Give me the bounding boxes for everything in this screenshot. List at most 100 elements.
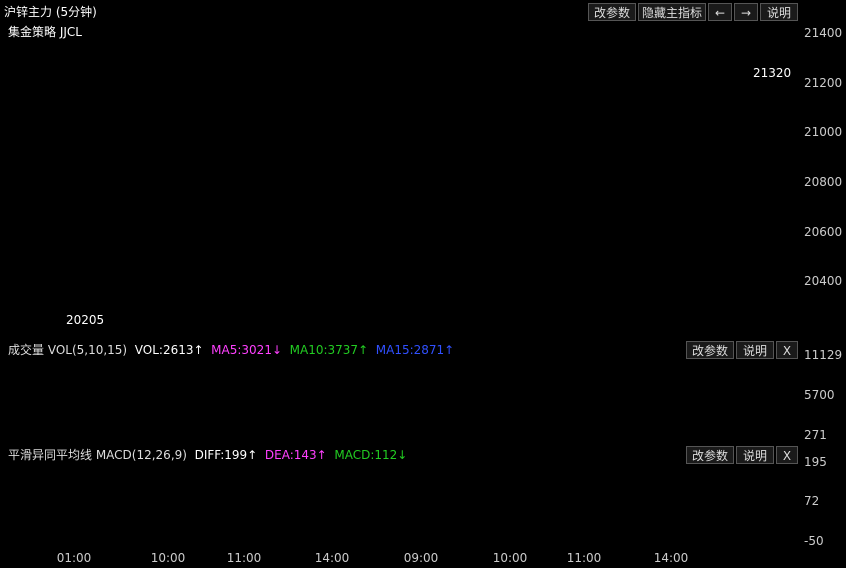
vol-ma15: MA15:2871↑ [375, 343, 455, 357]
volume-bar [6, 436, 14, 442]
volume-bar [702, 424, 710, 442]
macd-name: 平滑异同平均线 MACD(12,26,9) [8, 448, 187, 462]
candle-body [6, 318, 14, 321]
volume-bar [561, 427, 569, 442]
candle-body [397, 275, 405, 280]
x-tick-5: 10:00 [492, 551, 528, 565]
volume-bar [436, 358, 444, 442]
volume-bar [405, 430, 413, 442]
volume-bar [678, 424, 686, 442]
change-params-button[interactable]: 改参数 [588, 3, 636, 21]
candle-body [553, 86, 561, 96]
help-button[interactable]: 说明 [760, 3, 798, 21]
vol-tick-min: 271 [804, 428, 827, 442]
macd-help-button[interactable]: 说明 [736, 446, 774, 464]
macd-close-button[interactable]: X [776, 446, 798, 464]
volume-bar [624, 428, 632, 442]
candle-body [428, 258, 436, 267]
vol-ma5: MA5:3021↓ [211, 343, 283, 357]
volume-bar [69, 420, 77, 442]
arrow-left-icon[interactable]: ← [708, 3, 732, 21]
volume-bar [475, 426, 483, 442]
volume-bar [327, 426, 335, 442]
candle-body [225, 305, 233, 308]
volume-bar [420, 433, 428, 442]
candle-body [592, 79, 600, 84]
candle-body [186, 307, 194, 311]
volume-bar [592, 433, 600, 442]
candle-body [467, 116, 475, 137]
volume-bar [616, 432, 624, 442]
candle-body [561, 91, 569, 96]
candle-body [475, 116, 483, 127]
volume-bar [280, 428, 288, 442]
volume-bar [115, 435, 123, 442]
volume-bar [108, 428, 116, 442]
candle-body [420, 265, 428, 273]
candle-body [694, 74, 702, 81]
vol-value: VOL:2613↑ [134, 343, 204, 357]
volume-bar [233, 430, 241, 442]
volume-bar [287, 435, 295, 442]
y-tick-20600: 20600 [804, 225, 843, 239]
volume-bar [608, 436, 616, 442]
candle-body [460, 123, 468, 137]
volume-bar [686, 430, 694, 442]
volume-bar [483, 428, 491, 442]
volume-bar [733, 430, 741, 442]
vol-name: 成交量 VOL(5,10,15) [8, 343, 128, 357]
volume-bar [303, 427, 311, 442]
volume-bar [178, 436, 186, 442]
vol-tick-mid: 5700 [804, 388, 835, 402]
candle-body [256, 298, 264, 302]
candle-body [272, 294, 280, 297]
volume-bar [546, 435, 554, 442]
volume-bar [522, 436, 530, 442]
volume-bar [100, 432, 108, 442]
candle-body [248, 300, 256, 306]
candle-body [702, 69, 710, 76]
candle-body [14, 317, 22, 320]
volume-bar [671, 426, 679, 442]
arrow-right-icon[interactable]: → [734, 3, 758, 21]
vol-params-button[interactable]: 改参数 [686, 341, 734, 359]
y-tick-21000: 21000 [804, 125, 843, 139]
volume-bar [444, 418, 452, 442]
volume-bar [45, 427, 53, 442]
volume-bar [14, 432, 22, 442]
volume-bar [718, 427, 726, 442]
volume-bar [452, 420, 460, 442]
macd-value: MACD:112↓ [334, 448, 408, 462]
macd-tick-min: -50 [804, 534, 824, 548]
volume-bar [139, 434, 147, 442]
candle-body [530, 77, 538, 84]
volume-bar [342, 429, 350, 442]
candle-body [311, 283, 319, 287]
vol-close-button[interactable]: X [776, 341, 798, 359]
volume-bar [467, 424, 475, 442]
last-price-label: 21320 [753, 66, 792, 80]
volume-bar [397, 434, 405, 442]
volume-bar [514, 429, 522, 442]
volume-bar [256, 429, 264, 442]
volume-bar [428, 429, 436, 442]
volume-bar [37, 431, 45, 442]
vol-tick-max: 11129 [804, 348, 843, 362]
candle-body [108, 305, 116, 312]
volume-bar [538, 428, 546, 442]
candle-body [413, 271, 421, 278]
volume-bar [225, 434, 233, 442]
vol-help-button[interactable]: 说明 [736, 341, 774, 359]
macd-title: 平滑异同平均线 MACD(12,26,9) DIFF:199↑ DEA:143↑… [8, 446, 407, 463]
macd-params-button[interactable]: 改参数 [686, 446, 734, 464]
hide-indicator-button[interactable]: 隐藏主指标 [638, 3, 706, 21]
volume-bar [76, 433, 84, 442]
candle-body [639, 74, 647, 88]
candle-body [389, 275, 397, 278]
macd-dea: DEA:143↑ [264, 448, 327, 462]
volume-bar [84, 429, 92, 442]
candle-body [217, 306, 225, 309]
x-tick-4: 09:00 [403, 551, 439, 565]
x-tick-1: 10:00 [150, 551, 186, 565]
candle-body [233, 302, 241, 307]
